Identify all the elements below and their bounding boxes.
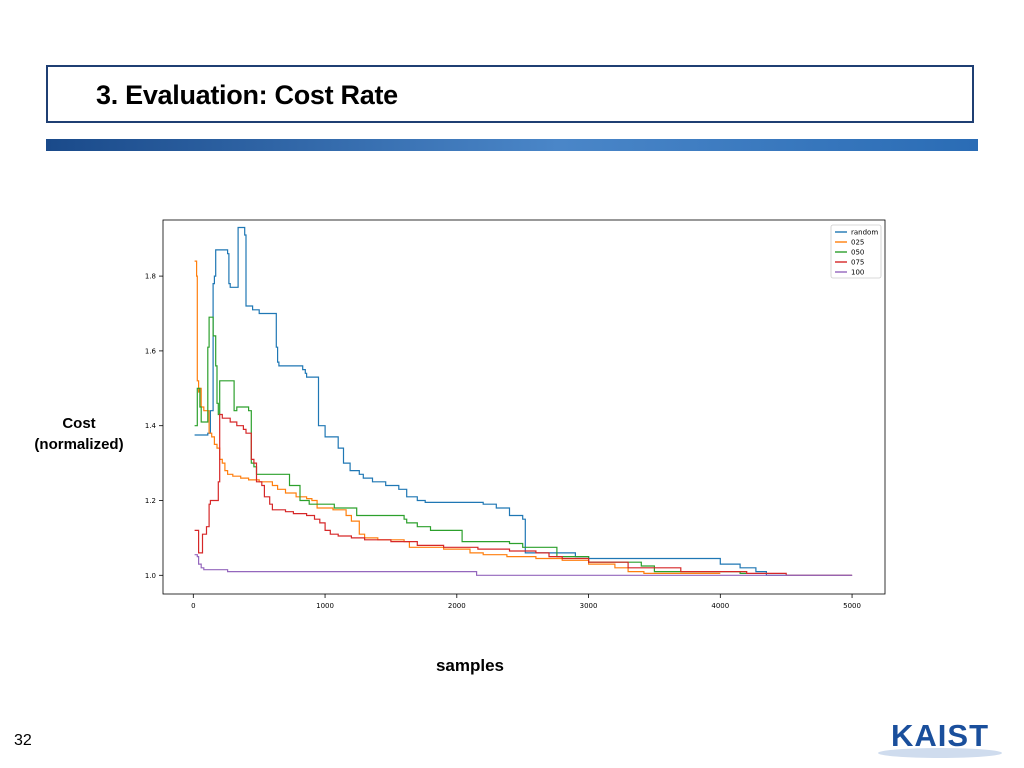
legend-label-random: random (851, 229, 878, 237)
page-number: 32 (14, 732, 32, 749)
legend-label-100: 100 (851, 269, 864, 277)
y-tick-label: 1.2 (145, 497, 156, 505)
plot-frame (162, 219, 886, 595)
legend-label-075: 075 (851, 259, 864, 267)
legend-box (830, 224, 882, 279)
series-line-100 (194, 554, 853, 576)
legend-label-050: 050 (851, 249, 864, 257)
x-tick-label: 1000 (316, 602, 334, 610)
series-line-random (194, 226, 853, 576)
y-axis-label: Cost (normalized) (24, 413, 134, 455)
series-line-025 (194, 260, 721, 574)
logo-text: KAIST (891, 718, 989, 753)
title-underline-bar (46, 139, 978, 151)
x-axis-label: samples (435, 656, 505, 675)
y-tick-label: 1.0 (145, 572, 156, 580)
x-tick-label: 3000 (580, 602, 598, 610)
y-axis-label-line1: Cost (62, 415, 96, 432)
x-tick-label: 0 (191, 602, 195, 610)
kaist-logo: KAIST (878, 718, 1002, 758)
y-tick-label: 1.8 (145, 273, 156, 281)
x-tick-label: 2000 (448, 602, 466, 610)
y-axis-label-line2: (normalized) (34, 436, 124, 453)
title-box: 3. Evaluation: Cost Rate (46, 65, 974, 123)
y-tick-label: 1.4 (145, 422, 157, 430)
y-tick-label: 1.6 (145, 347, 157, 355)
series-line-075 (194, 413, 853, 576)
x-tick-label: 4000 (711, 602, 729, 610)
logo-swoosh (878, 748, 1002, 758)
series-line-050 (194, 316, 747, 574)
slide-title: 3. Evaluation: Cost Rate (96, 80, 398, 110)
x-tick-label: 5000 (843, 602, 861, 610)
legend-label-025: 025 (851, 239, 864, 247)
